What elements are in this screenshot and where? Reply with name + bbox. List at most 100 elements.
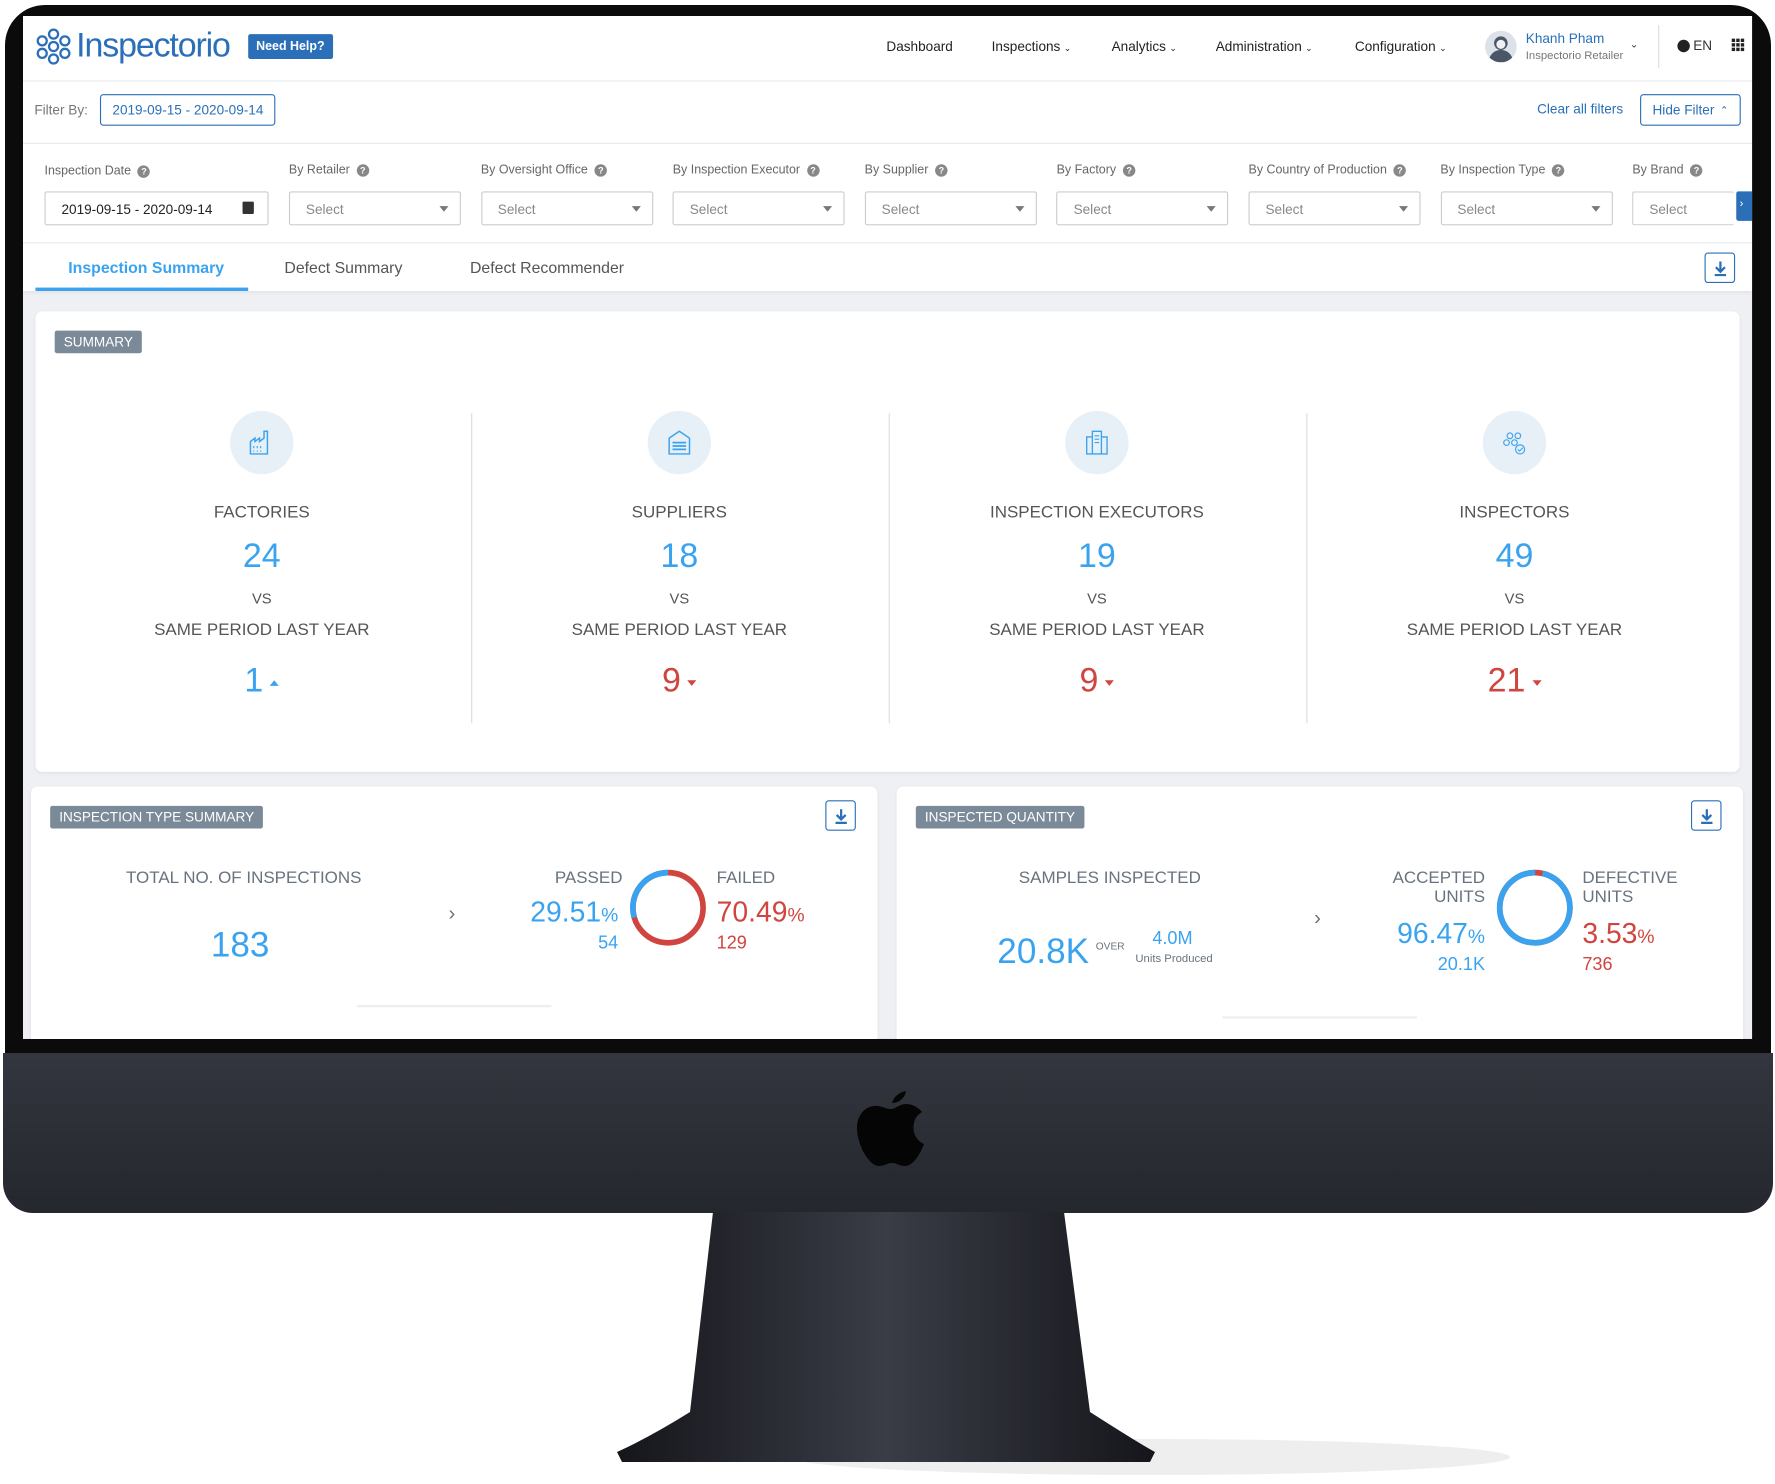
filter-select[interactable]: Select [288, 191, 461, 226]
logo-mark-icon [36, 28, 71, 65]
accepted-count: 20.1K [1437, 955, 1486, 975]
supplier-icon [647, 410, 712, 475]
filter-label: By Retailer? [289, 163, 370, 177]
select-placeholder: Select [689, 201, 728, 218]
previous-value: 1 [54, 662, 470, 700]
need-help-button[interactable]: Need Help? [248, 34, 333, 60]
filter-select[interactable]: Select [672, 191, 845, 226]
select-placeholder: Select [1457, 201, 1496, 218]
nav-administration[interactable]: Administration ⌄ [1216, 39, 1313, 55]
caret-down-icon [439, 206, 449, 212]
passed-count: 54 [598, 933, 619, 953]
defective-count: 736 [1582, 955, 1613, 975]
filter-panel: Inspection Date? 2019-09-15 - 2020-09-14… [23, 143, 1753, 244]
stat-value: 24 [242, 537, 281, 576]
chevron-down-icon: ⌄ [1169, 43, 1177, 54]
trend-down-icon [687, 679, 697, 686]
inspectors-icon [1482, 410, 1547, 475]
apps-grid-icon[interactable] [1731, 38, 1745, 52]
stat-value: 49 [1495, 537, 1534, 576]
chevron-right-icon[interactable]: › [448, 902, 456, 925]
active-date-filter-chip[interactable]: 2019-09-15 - 2020-09-14 [99, 94, 276, 126]
caret-down-icon [1207, 206, 1217, 212]
language-selector[interactable]: EN [1677, 37, 1713, 54]
help-icon[interactable]: ? [1690, 163, 1703, 177]
help-icon[interactable]: ? [1122, 163, 1136, 177]
clear-all-filters-link[interactable]: Clear all filters [1537, 100, 1624, 117]
scroll-filters-right-button[interactable]: › [1736, 191, 1753, 221]
filter-label: By Inspection Type? [1440, 163, 1565, 177]
calendar-icon[interactable] [242, 201, 254, 215]
failed-count: 129 [716, 933, 747, 953]
inspected-quantity-card: INSPECTED QUANTITY SAMPLES INSPECTED 20.… [896, 786, 1744, 1039]
stat-label: INSPECTORS [1459, 502, 1570, 522]
language-label: EN [1693, 37, 1713, 54]
hide-filter-label: Hide Filter [1652, 102, 1715, 118]
donut-segment-positive [630, 869, 706, 946]
filter-select[interactable]: Select [1632, 191, 1735, 226]
logo-text: Inspectorio [76, 27, 231, 65]
help-icon[interactable]: ? [935, 163, 948, 177]
trend-down-icon [1105, 679, 1115, 686]
filter-select[interactable]: Select [480, 191, 653, 226]
filter-select[interactable]: Select [1440, 191, 1613, 226]
help-icon[interactable]: ? [137, 164, 151, 178]
help-icon[interactable]: ? [1393, 163, 1407, 177]
tab-defect-recommender[interactable]: Defect Recommender [469, 258, 625, 277]
trend-up-icon [270, 679, 280, 686]
vs-label: VS [251, 589, 272, 607]
monitor-chin [3, 1053, 1773, 1213]
scroll-indicator[interactable] [1222, 1016, 1418, 1019]
period-label: SAME PERIOD LAST YEAR [154, 620, 370, 640]
help-icon[interactable]: ? [356, 163, 370, 177]
filter-label: By Supplier? [865, 163, 948, 177]
caret-down-icon [1590, 206, 1600, 212]
samples-inspected-value: 20.8K [997, 931, 1089, 972]
download-button[interactable] [1690, 800, 1722, 831]
help-icon[interactable]: ? [594, 163, 608, 177]
nav-configuration[interactable]: Configuration ⌄ [1355, 39, 1447, 55]
globe-icon [1677, 39, 1690, 52]
nav-dashboard[interactable]: Dashboard [886, 39, 952, 55]
tab-inspection-summary[interactable]: Inspection Summary [68, 258, 225, 277]
chevron-right-icon[interactable]: › [1314, 906, 1321, 930]
inspectorio-logo[interactable]: Inspectorio [34, 27, 231, 65]
nav-inspections[interactable]: Inspections ⌄ [992, 39, 1072, 55]
defective-percent: 3.53% [1582, 917, 1655, 950]
samples-inspected-label: SAMPLES INSPECTED [1018, 868, 1201, 888]
avatar[interactable] [1485, 30, 1517, 63]
download-button[interactable] [825, 800, 856, 831]
previous-value: 9 [889, 662, 1305, 700]
stat-inspection-executors: INSPECTION EXECUTORS 19 VS SAME PERIOD LAST… [889, 410, 1305, 701]
select-placeholder: Select [1649, 201, 1688, 218]
help-icon[interactable]: ? [806, 163, 820, 177]
failed-percent: 70.49% [716, 896, 805, 929]
scroll-indicator[interactable] [356, 1005, 552, 1008]
inspection-date-input[interactable]: 2019-09-15 - 2020-09-14 [44, 191, 269, 226]
download-button[interactable] [1704, 252, 1736, 284]
filter-select[interactable]: Select [1248, 191, 1421, 226]
hide-filter-button[interactable]: Hide Filter ⌃ [1640, 94, 1742, 126]
caret-down-icon [1015, 206, 1025, 212]
accepted-units-label: ACCEPTED UNITS [1392, 868, 1486, 907]
help-icon[interactable]: ? [1552, 163, 1565, 177]
passed-percent: 29.51% [530, 896, 619, 929]
accepted-percent: 96.47% [1397, 917, 1486, 950]
defective-units-label: DEFECTIVE UNITS [1582, 868, 1678, 907]
period-label: SAME PERIOD LAST YEAR [571, 620, 788, 640]
stat-suppliers: SUPPLIERS 18 VS SAME PERIOD LAST YEAR 9 [471, 410, 887, 701]
active-tab-indicator [35, 287, 249, 291]
download-icon [1700, 808, 1712, 824]
filter-select[interactable]: Select [1056, 191, 1229, 226]
stat-inspectors: INSPECTORS 49 VS SAME PERIOD LAST YEAR 21 [1306, 410, 1722, 701]
filter-select[interactable]: Select [864, 191, 1037, 226]
user-menu-chevron-icon[interactable]: ⌄ [1629, 38, 1639, 50]
download-icon [834, 808, 847, 824]
chevron-down-icon: ⌄ [1305, 43, 1313, 54]
tab-defect-summary[interactable]: Defect Summary [284, 258, 403, 277]
stat-divider [471, 413, 473, 724]
nav-analytics[interactable]: Analytics ⌄ [1112, 39, 1177, 55]
user-name[interactable]: Khanh Pham [1525, 30, 1605, 47]
period-label: SAME PERIOD LAST YEAR [989, 620, 1205, 640]
total-inspections-label: TOTAL NO. OF INSPECTIONS [125, 868, 362, 888]
